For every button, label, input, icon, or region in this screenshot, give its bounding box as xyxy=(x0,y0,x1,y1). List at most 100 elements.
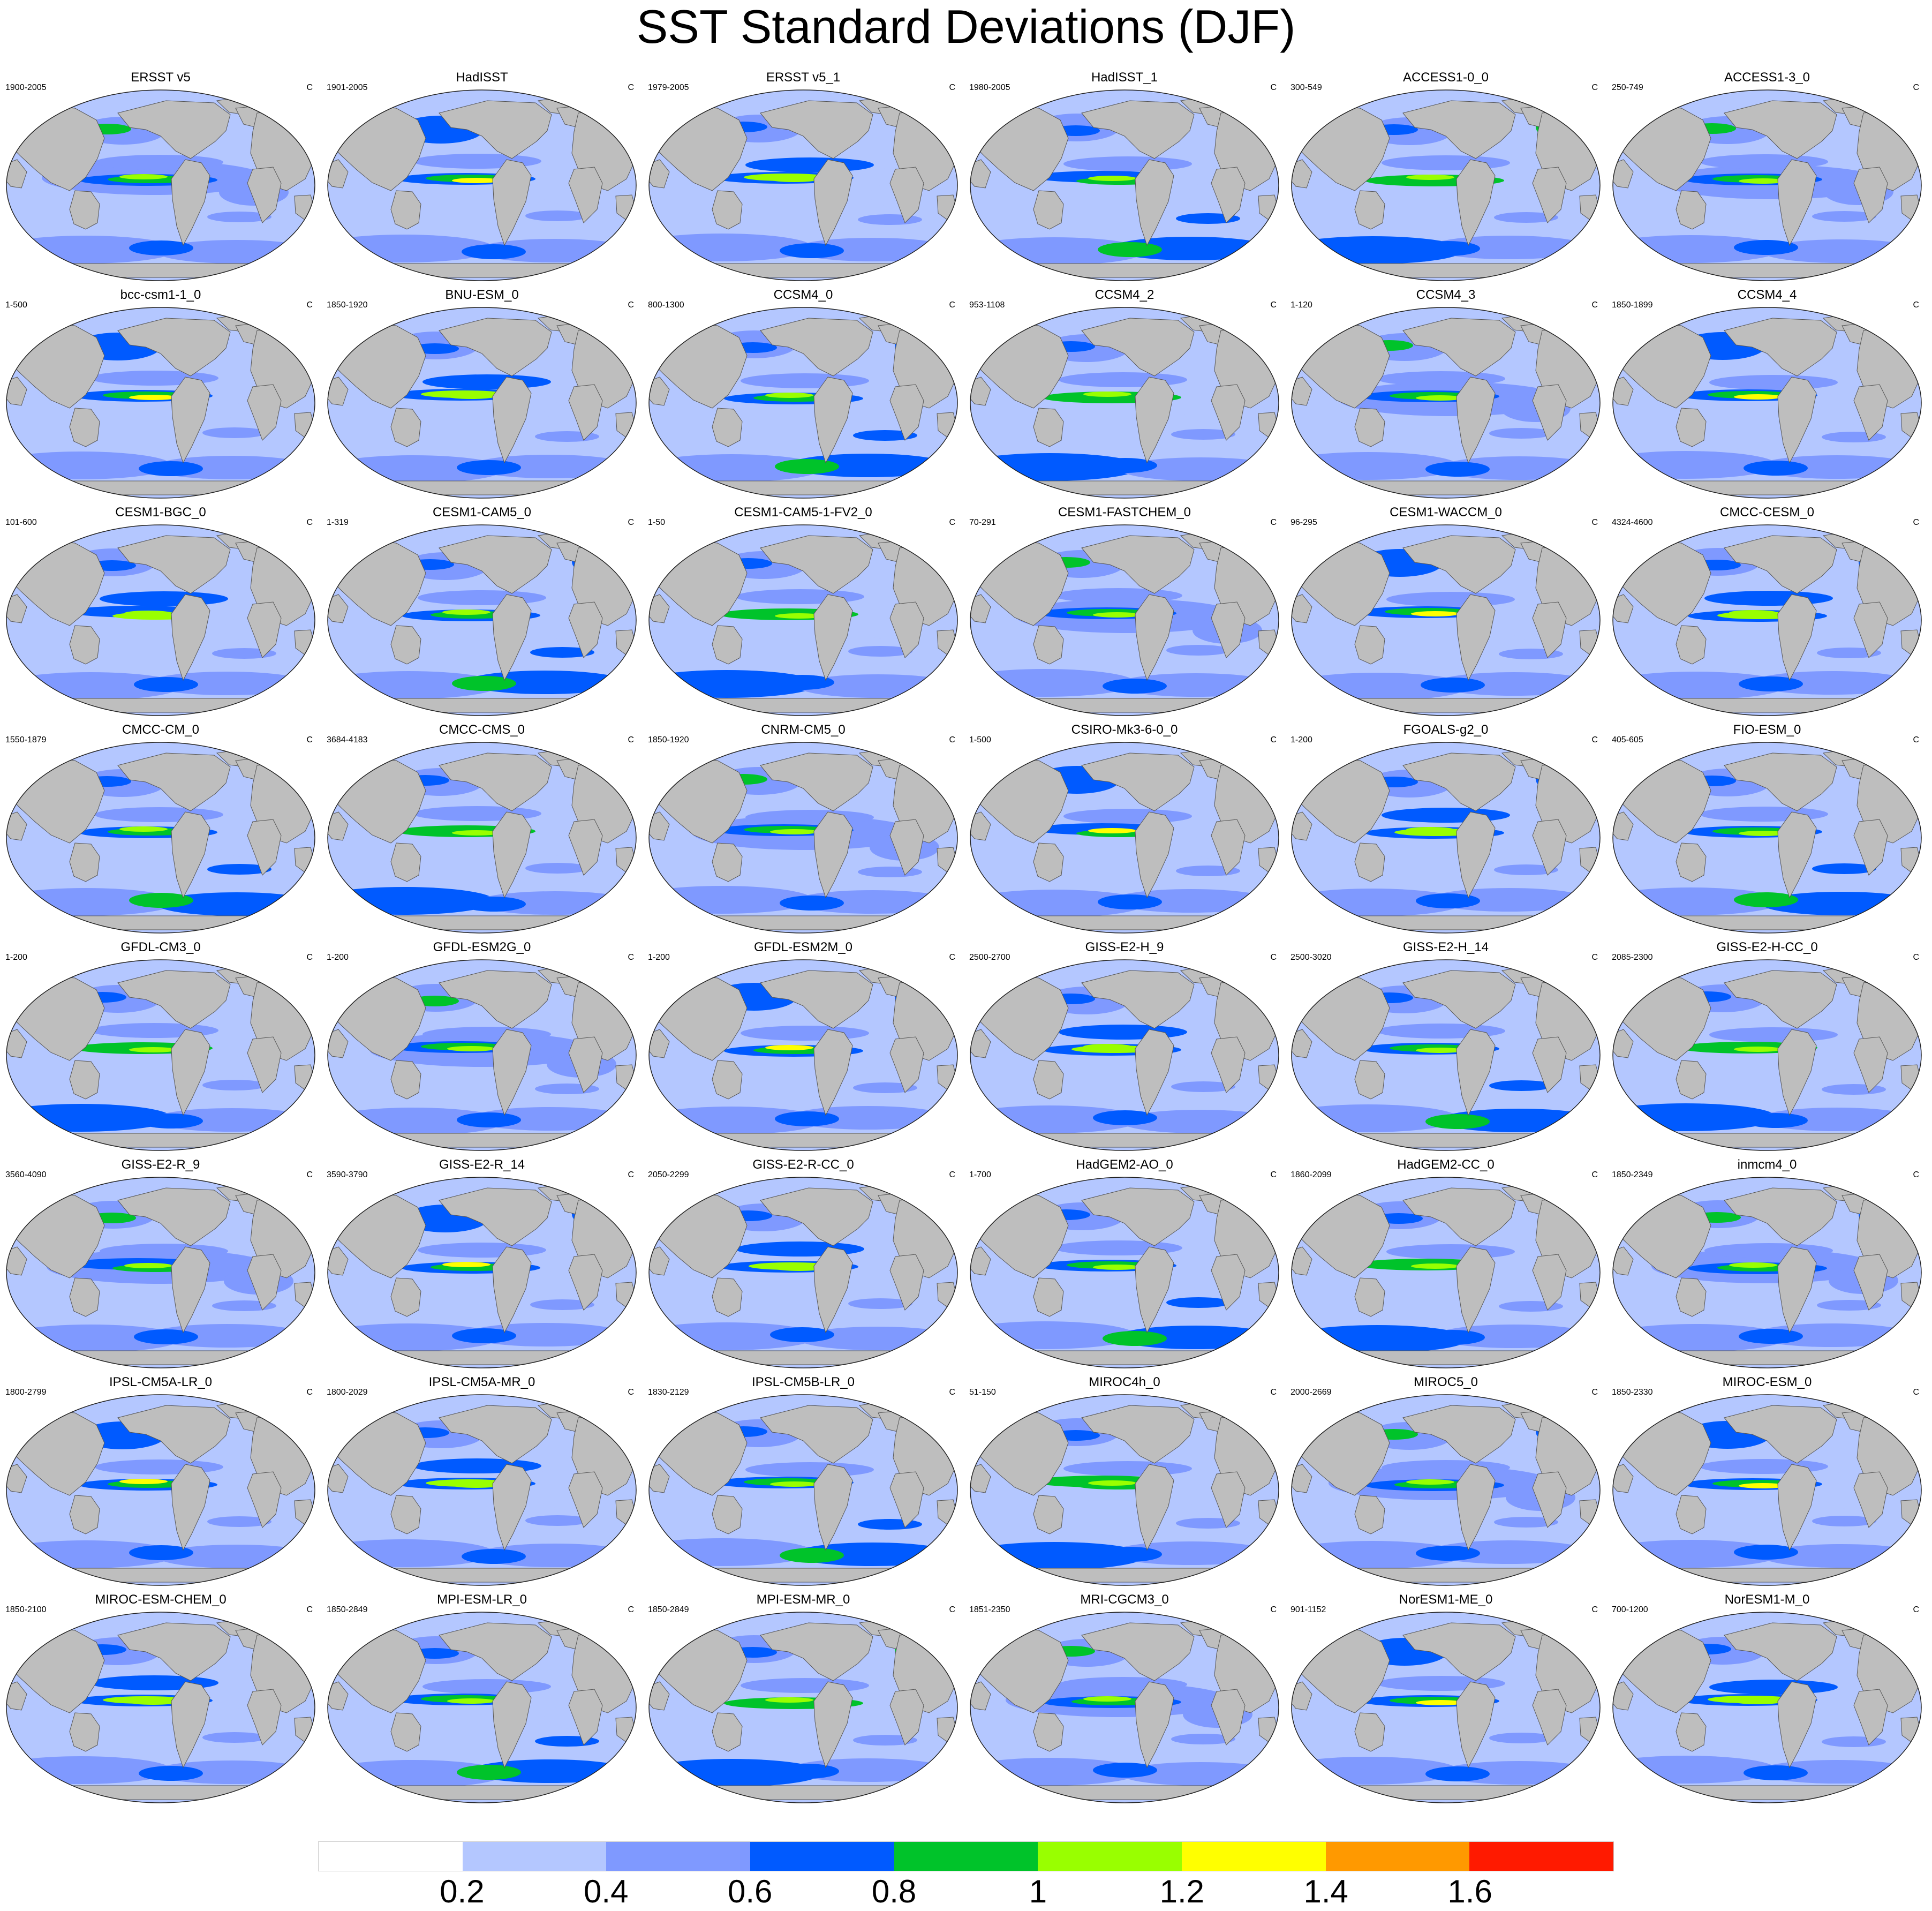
panel-units: C xyxy=(628,83,634,92)
land-mass xyxy=(1311,1785,1581,1800)
map-panel: MPI-ESM-MR_0 1850-2849 C xyxy=(643,1592,964,1809)
land-mass xyxy=(1311,263,1581,278)
sst-band xyxy=(775,1111,839,1126)
world-map xyxy=(327,959,637,1151)
panel-units: C xyxy=(1591,518,1598,527)
panel-years: 2050-2299 xyxy=(648,1170,689,1179)
sst-band xyxy=(525,863,590,874)
land-mass xyxy=(1354,1712,1385,1752)
map-panel: GISS-E2-R_9 3560-4090 C xyxy=(0,1157,321,1374)
sst-band xyxy=(442,610,490,615)
land-mass xyxy=(813,377,853,464)
sst-band xyxy=(1744,1113,1808,1128)
world-map xyxy=(1612,307,1922,499)
land-mass xyxy=(649,377,670,406)
land-mass xyxy=(69,408,100,447)
sst-band xyxy=(1709,375,1838,390)
sst-band xyxy=(780,243,844,258)
land-mass xyxy=(1135,377,1174,464)
sst-band xyxy=(1406,1479,1454,1485)
land-mass xyxy=(1532,1689,1567,1746)
panel-years: 1-500 xyxy=(5,300,27,310)
world-map xyxy=(6,742,315,934)
sst-band xyxy=(129,893,193,908)
map-panel: GFDL-ESM2M_0 1-200 C xyxy=(643,939,964,1157)
land-mass xyxy=(1311,1568,1581,1583)
land-mass xyxy=(439,1622,552,1681)
panel-units: C xyxy=(628,1170,634,1179)
world-map xyxy=(648,524,958,716)
map-panel: CSIRO-Mk3-6-0_0 1-500 C xyxy=(964,722,1285,939)
globe-outline xyxy=(1612,1177,1922,1368)
land-mass xyxy=(712,625,743,665)
panel-title: FGOALS-g2_0 xyxy=(1403,723,1489,737)
land-mass xyxy=(970,377,991,406)
land-mass xyxy=(69,190,100,230)
world-map xyxy=(6,524,315,716)
sst-band xyxy=(853,1082,917,1093)
land-mass xyxy=(117,318,231,377)
land-mass xyxy=(1311,915,1581,930)
panel-years: 3560-4090 xyxy=(5,1170,47,1179)
land-mass xyxy=(813,1029,853,1116)
land-mass xyxy=(390,625,421,665)
panel-title: CMCC-CESM_0 xyxy=(1719,505,1814,520)
panel-years: 300-549 xyxy=(1290,83,1322,92)
sst-band xyxy=(1416,1048,1464,1053)
land-mass xyxy=(328,377,349,406)
land-mass xyxy=(1613,811,1634,841)
globe-outline xyxy=(1612,742,1922,934)
sst-band xyxy=(134,1329,198,1344)
globe-outline xyxy=(327,742,637,934)
sst-band xyxy=(129,240,193,255)
panel-units: C xyxy=(628,1605,634,1614)
land-mass xyxy=(813,1681,853,1769)
land-mass xyxy=(1402,753,1516,811)
land-mass xyxy=(171,594,210,681)
land-mass xyxy=(1033,1277,1064,1317)
world-map xyxy=(1291,1394,1601,1586)
sst-band xyxy=(124,1263,172,1268)
sst-band xyxy=(1425,1114,1490,1129)
panel-title: MRI-CGCM3_0 xyxy=(1080,1592,1169,1607)
sst-band xyxy=(780,896,844,911)
land-mass xyxy=(1292,377,1312,406)
sst-band xyxy=(1822,1736,1886,1747)
land-mass xyxy=(1777,159,1817,246)
panel-title: inmcm4_0 xyxy=(1737,1157,1797,1172)
sst-band xyxy=(1093,1265,1141,1270)
sst-band xyxy=(207,1516,271,1527)
globe-outline xyxy=(1612,524,1922,716)
panel-years: 1-319 xyxy=(327,518,349,527)
land-mass xyxy=(1402,535,1516,594)
globe-outline xyxy=(970,307,1279,499)
land-mass xyxy=(1402,318,1516,377)
panel-units: C xyxy=(628,1388,634,1397)
colorbar-label: 1.2 xyxy=(1159,1874,1205,1909)
panel-years: 1851-2350 xyxy=(969,1605,1010,1614)
sst-band xyxy=(1709,1027,1838,1042)
panel-title: ACCESS1-0_0 xyxy=(1402,70,1489,85)
sst-band xyxy=(1093,458,1157,473)
map-panel: MIROC4h_0 51-150 C xyxy=(964,1374,1285,1592)
colorbar-label: 0.8 xyxy=(871,1874,917,1909)
land-mass xyxy=(247,601,282,658)
land-mass xyxy=(990,263,1259,278)
sst-band xyxy=(1489,1733,1553,1743)
map-panel: CESM1-FASTCHEM_0 70-291 C xyxy=(964,505,1285,722)
figure-title: SST Standard Deviations (DJF) xyxy=(636,0,1296,53)
world-map xyxy=(6,959,315,1151)
map-panel: CCSM4_3 1-120 C xyxy=(1285,287,1606,505)
globe-outline xyxy=(648,89,958,281)
land-mass xyxy=(668,480,938,495)
sst-band xyxy=(1421,1330,1485,1345)
land-mass xyxy=(1632,1568,1902,1583)
world-map xyxy=(327,89,637,281)
land-mass xyxy=(1211,1689,1246,1746)
world-map xyxy=(970,307,1279,499)
panel-units: C xyxy=(1270,953,1277,962)
land-mass xyxy=(889,1036,924,1093)
globe-outline xyxy=(327,1177,637,1368)
land-mass xyxy=(247,1689,282,1746)
map-panel: CNRM-CM5_0 1850-1920 C xyxy=(643,722,964,939)
